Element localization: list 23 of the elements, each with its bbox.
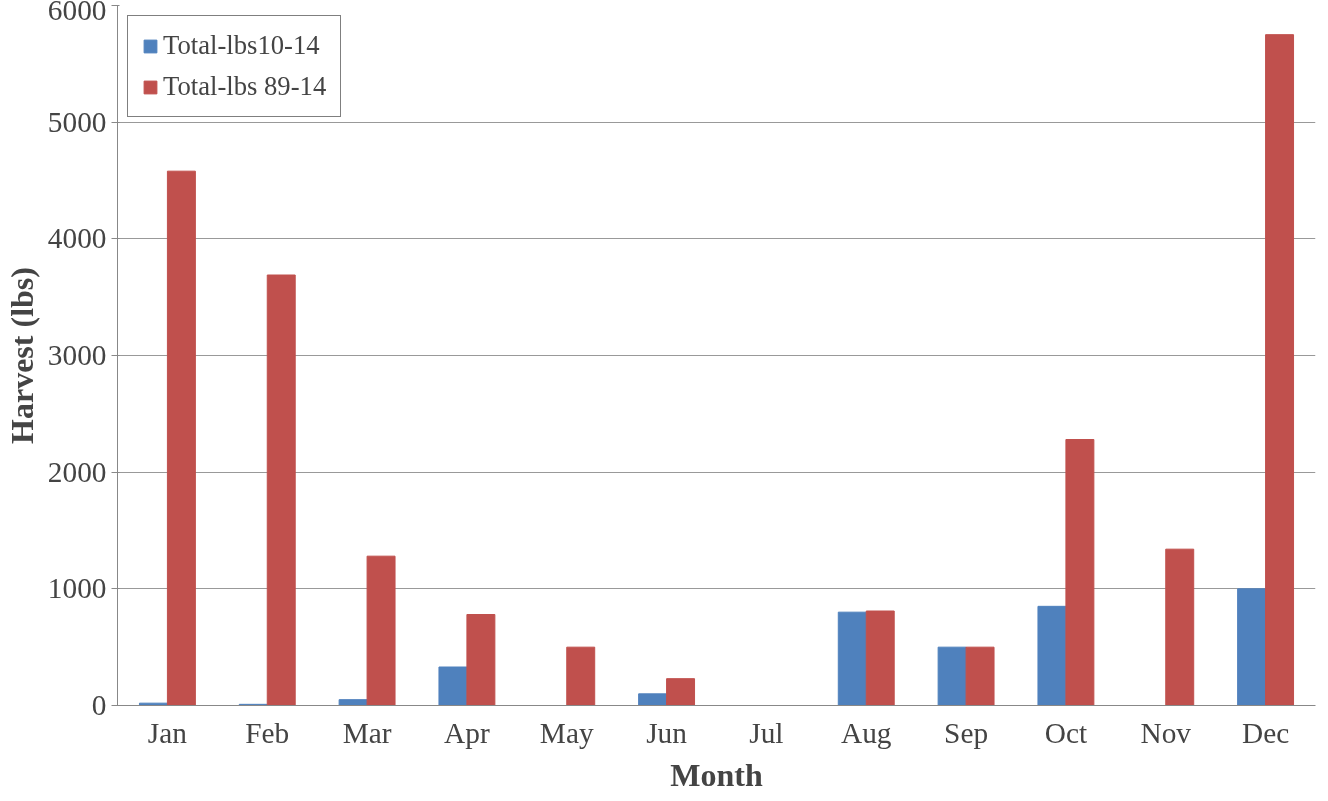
x-tick-label: Apr bbox=[444, 716, 490, 749]
y-tick-label: 3000 bbox=[47, 339, 107, 371]
y-tick-label: 4000 bbox=[47, 222, 107, 255]
x-tick-label: Mar bbox=[342, 716, 392, 749]
x-tick-label: Jan bbox=[147, 716, 188, 749]
x-tick-label: Nov bbox=[1140, 716, 1192, 749]
x-tick-label: Jul bbox=[749, 716, 784, 749]
x-tick-label: Dec bbox=[1241, 716, 1290, 749]
x-tick-label: Sep bbox=[944, 716, 989, 749]
y-tick-label: 6000 bbox=[47, 0, 107, 26]
y-tick-label: 1000 bbox=[47, 572, 107, 605]
x-axis-title: Month bbox=[670, 756, 763, 793]
x-tick-label: Feb bbox=[245, 716, 290, 749]
x-tick-label: Aug bbox=[841, 716, 892, 749]
x-tick-label: May bbox=[539, 716, 594, 749]
x-tick-label: Oct bbox=[1044, 716, 1088, 749]
y-axis-title: Harvest (lbs) bbox=[3, 267, 40, 444]
y-tick-label: 0 bbox=[91, 689, 107, 721]
legend-label: Total-lbs10-14 bbox=[163, 30, 320, 61]
x-tick-label: Jun bbox=[646, 716, 688, 749]
legend-label: Total-lbs 89-14 bbox=[163, 71, 327, 102]
y-tick-label: 2000 bbox=[47, 455, 107, 488]
y-tick-label: 5000 bbox=[47, 105, 107, 138]
